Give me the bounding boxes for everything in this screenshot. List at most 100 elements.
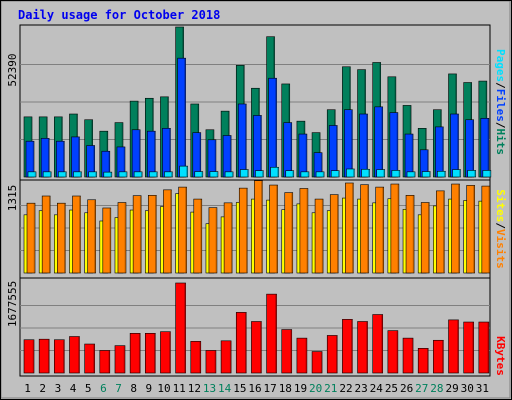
pages-bar	[118, 171, 128, 178]
kbytes-bar	[251, 321, 262, 374]
kbytes-bar	[84, 343, 95, 374]
files-bar	[389, 112, 399, 178]
pages-bar	[315, 171, 325, 178]
pages-bar	[164, 171, 173, 178]
day-label: 3	[55, 382, 62, 395]
top-panel-bars	[20, 26, 492, 178]
files-bar	[298, 133, 308, 178]
day-label: 5	[85, 382, 92, 395]
pages-bar	[103, 171, 113, 178]
pages-bar	[406, 171, 416, 178]
files-bar	[465, 119, 474, 178]
kbytes-bar	[69, 336, 80, 374]
files-bar	[328, 125, 338, 178]
visits-bar	[57, 202, 66, 274]
kbytes-bar	[54, 339, 65, 374]
kbytes-bar	[235, 312, 247, 374]
day-label: 31	[476, 382, 489, 395]
kbytes-bar	[342, 319, 353, 374]
kbytes-bar	[478, 321, 490, 374]
kbytes-bar	[175, 282, 186, 374]
pages-bar	[194, 171, 204, 178]
day-label: 23	[355, 382, 368, 395]
day-label: 27	[415, 382, 428, 395]
day-label: 14	[218, 382, 232, 395]
day-label: 29	[445, 382, 458, 395]
day-label: 2	[39, 382, 46, 395]
pages-bar	[421, 171, 431, 178]
legend-entry-pages: Pages	[494, 49, 507, 82]
legend-entry-hits: Hits	[494, 129, 507, 156]
visits-bar	[41, 195, 51, 274]
pages-bar	[437, 170, 446, 178]
visits-bar	[223, 202, 233, 274]
kbytes-bar	[129, 332, 141, 374]
kbytes-bar	[463, 321, 474, 374]
day-label: 19	[294, 382, 307, 395]
visits-bar	[254, 180, 263, 274]
pages-bar	[73, 171, 82, 178]
visits-bar	[420, 202, 430, 274]
files-bar	[253, 115, 262, 178]
pages-bar	[452, 169, 461, 178]
legend: Pages/Files/Hits Sites/Visits KBytes	[494, 49, 507, 376]
visits-bar	[72, 195, 81, 274]
files-bar	[237, 103, 247, 178]
pages-bar	[58, 171, 67, 178]
pages-bar	[376, 169, 386, 178]
kbytes-bar	[144, 332, 156, 374]
visits-bar	[451, 183, 460, 274]
kbytes-bar	[296, 337, 308, 374]
legend-entry-files: Files	[494, 89, 507, 122]
kbytes-bar	[190, 341, 202, 374]
files-bar	[374, 106, 384, 178]
day-label: 24	[370, 382, 384, 395]
legend-text: KBytes	[494, 336, 507, 376]
files-bar	[435, 126, 444, 178]
visits-bar	[466, 185, 475, 274]
kbytes-bar	[372, 314, 384, 374]
kbytes-bar	[38, 338, 50, 374]
chart-title: Daily usage for October 2018	[18, 8, 220, 22]
pages-bar	[467, 170, 476, 178]
visits-bar	[238, 187, 248, 274]
day-label: 21	[324, 382, 337, 395]
pages-bar	[224, 171, 234, 178]
visits-bar	[163, 189, 172, 274]
kbytes-bar	[205, 350, 217, 374]
visits-bar	[436, 190, 445, 274]
visits-bar	[360, 184, 369, 274]
bottom-panel-bars	[20, 282, 490, 374]
day-label: 10	[157, 382, 170, 395]
kbytes-bar	[402, 337, 414, 374]
pages-bar	[148, 171, 158, 178]
files-bar	[480, 118, 490, 178]
legend-entry-visits: Visits	[494, 229, 507, 269]
day-label: 4	[70, 382, 77, 395]
legend-text: Pages/Files/Hits	[494, 49, 507, 155]
visits-bar	[269, 184, 278, 274]
visits-bar	[375, 186, 385, 274]
day-label: 8	[130, 382, 137, 395]
pages-bar	[133, 171, 143, 178]
visits-bar	[178, 186, 187, 274]
kbytes-bar	[220, 340, 232, 374]
day-labels: 1 2 3 4 5 6 7 8 9 10 11 12 13 14 15 16 17 18 19 20 21 22 23 24 2…	[24, 382, 489, 395]
kbytes-bar	[160, 331, 171, 374]
day-label: 17	[264, 382, 277, 395]
visits-bar	[208, 207, 218, 274]
kbytes-bar	[387, 330, 399, 374]
legend-entry-kbytes: KBytes	[494, 336, 507, 376]
files-bar	[40, 138, 50, 178]
files-bar	[177, 57, 186, 178]
day-label: 28	[430, 382, 443, 395]
pages-bar	[270, 166, 279, 178]
visits-bar	[102, 207, 112, 274]
pages-bar	[391, 170, 401, 178]
visits-bar	[147, 195, 157, 274]
pages-bar	[255, 170, 264, 178]
middle-ymax-label: 1315	[6, 185, 19, 212]
kbytes-bar	[23, 339, 35, 374]
pages-bar	[209, 171, 219, 178]
